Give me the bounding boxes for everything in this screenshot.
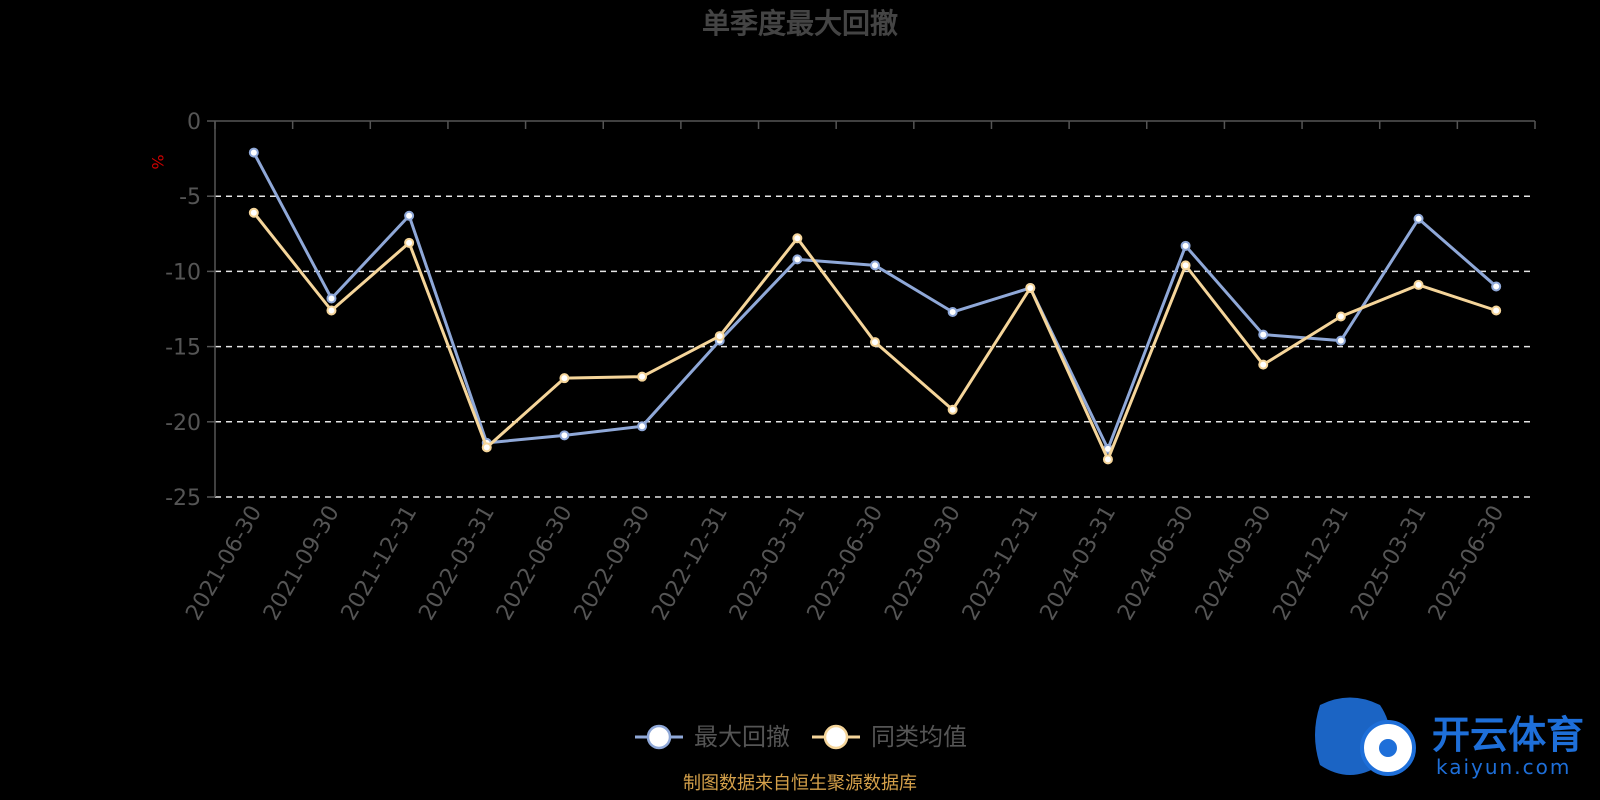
data-point — [1180, 240, 1191, 251]
source-note: 制图数据来自恒生聚源数据库 — [683, 773, 917, 794]
x-tick-label: 2022-06-30 — [492, 502, 578, 625]
x-tick-label: 2023-06-30 — [803, 502, 889, 625]
y-tick-label: -15 — [165, 336, 201, 361]
legend-label: 最大回撤 — [694, 723, 790, 751]
data-point — [792, 233, 803, 244]
axes — [214, 120, 1535, 497]
x-tick-label: 2022-09-30 — [570, 502, 656, 625]
legend-marker — [646, 724, 672, 750]
x-tick-label: 2025-06-30 — [1424, 502, 1510, 625]
data-point — [1413, 213, 1424, 224]
y-axis-unit: % — [148, 154, 167, 169]
data-point — [559, 430, 570, 441]
data-point — [792, 254, 803, 265]
data-point — [1180, 260, 1191, 271]
x-tick-label: 2021-12-31 — [337, 502, 423, 625]
watermark-domain: kaiyun.com — [1436, 755, 1571, 779]
legend-label: 同类均值 — [871, 723, 967, 751]
y-tick-label: -25 — [165, 486, 201, 511]
y-tick-label: -5 — [179, 185, 201, 210]
x-tick-label: 2024-09-30 — [1191, 502, 1277, 625]
data-point — [326, 293, 337, 304]
data-point — [1335, 311, 1346, 322]
data-point — [1025, 282, 1036, 293]
data-point — [1258, 329, 1269, 340]
data-point — [870, 337, 880, 348]
data-point — [1258, 359, 1269, 370]
data-point — [404, 210, 415, 221]
series-lines — [248, 147, 1502, 465]
series-line-0 — [252, 151, 1498, 451]
data-point — [1491, 305, 1502, 316]
chart-title: 单季度最大回撤 — [702, 7, 898, 40]
x-tick-label: 2021-06-30 — [181, 502, 267, 625]
x-tick-label: 2022-12-31 — [647, 502, 733, 625]
data-point — [1413, 279, 1424, 290]
data-point — [248, 207, 259, 218]
data-point — [947, 307, 958, 318]
x-tick-label: 2024-03-31 — [1036, 502, 1122, 625]
data-point — [637, 421, 648, 432]
y-tick-label: -10 — [165, 260, 201, 285]
data-point — [870, 260, 880, 271]
data-point — [248, 147, 259, 158]
y-axis-ticks: 0 -5 -10 -15 -20 -25 — [165, 110, 215, 511]
data-point — [637, 371, 648, 382]
x-tick-label: 2023-12-31 — [958, 502, 1044, 625]
x-tick-label: 2023-09-30 — [880, 501, 966, 624]
watermark-name: 开云体育 — [1432, 713, 1584, 757]
x-tick-label: 2025-03-31 — [1346, 502, 1432, 625]
x-tick-label: 2024-06-30 — [1113, 502, 1199, 625]
data-point — [1102, 454, 1113, 465]
y-tick-label: -20 — [165, 411, 201, 436]
x-tick-label: 2024-12-31 — [1268, 502, 1354, 625]
x-tick-label: 2023-03-31 — [725, 502, 811, 625]
data-point — [404, 237, 415, 248]
x-tick-label: 2021-09-30 — [259, 502, 345, 625]
legend-item[interactable]: 同类均值 — [812, 723, 967, 751]
data-point — [947, 404, 958, 415]
data-point — [481, 442, 492, 453]
data-point — [714, 331, 725, 342]
legend-item[interactable]: 最大回撤 — [635, 723, 790, 751]
x-tick-label: 2022-03-31 — [414, 502, 500, 625]
data-point — [1491, 281, 1502, 292]
data-point — [1335, 335, 1346, 346]
watermark-logo: 开云体育 kaiyun.com — [1315, 697, 1584, 779]
legend[interactable]: 最大回撤 同类均值 — [635, 723, 967, 751]
data-point — [326, 305, 337, 316]
y-tick-label: 0 — [187, 110, 201, 135]
legend-marker — [823, 724, 849, 750]
data-point — [559, 373, 570, 384]
